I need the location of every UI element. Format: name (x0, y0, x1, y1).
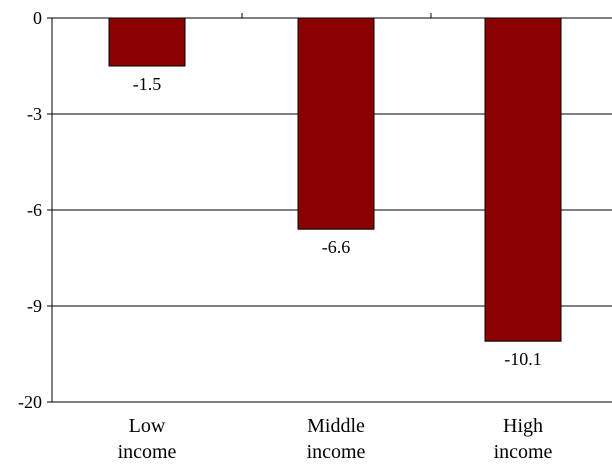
x-category-label: Middle (307, 415, 365, 437)
x-category-label: income (118, 441, 177, 463)
y-tick-label: 0 (33, 8, 42, 28)
axes (47, 13, 432, 403)
labels: 0 -3 -6 -9 -20 -1.5 Low income -6.6 Middle income -… (18, 8, 553, 463)
x-category-label: Low (129, 415, 166, 437)
y-tick-label: -20 (18, 392, 42, 412)
y-tick-label: -9 (27, 296, 42, 316)
y-tick-label: -3 (27, 104, 42, 124)
bars (108, 17, 562, 342)
x-category-label: income (307, 441, 366, 463)
bar (484, 17, 562, 342)
x-category-label: High (503, 415, 543, 437)
x-category-label: income (494, 441, 553, 463)
data-label: -6.6 (322, 237, 351, 257)
data-label: -10.1 (504, 349, 542, 369)
y-tick-label: -6 (27, 200, 42, 220)
data-label: -1.5 (133, 74, 162, 94)
bar (108, 17, 186, 67)
bar (297, 17, 375, 230)
